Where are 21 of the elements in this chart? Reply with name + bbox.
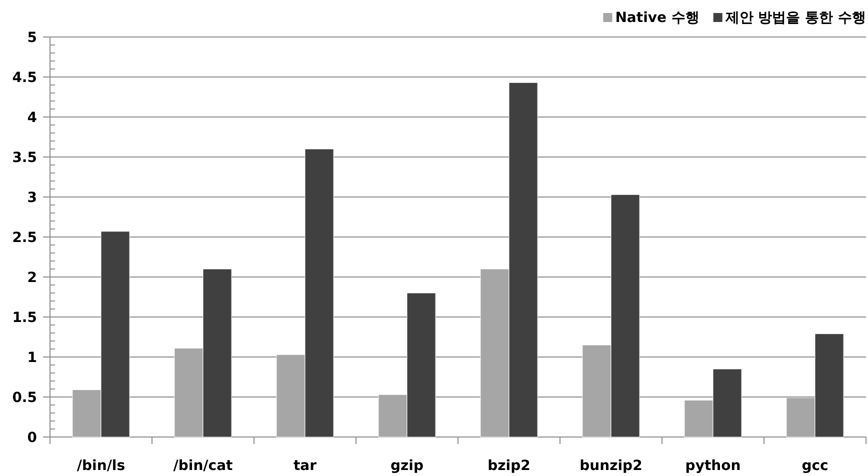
y-tick-label: 2.5: [12, 230, 37, 246]
y-tick-label: 5: [27, 30, 37, 46]
legend-label: Native 수행: [615, 10, 700, 26]
x-tick-label: /bin/cat: [173, 458, 234, 474]
y-tick-label: 4: [27, 110, 38, 126]
y-tick-label: 4.5: [12, 70, 37, 86]
x-tick-label: tar: [293, 458, 317, 474]
y-tick-label: 2: [27, 270, 37, 286]
x-tick-label: gcc: [802, 458, 828, 474]
y-tick-label: 0: [27, 430, 38, 446]
x-tick-label: /bin/ls: [76, 458, 126, 474]
y-tick-label: 3.5: [12, 150, 37, 166]
y-tick-label: 1: [27, 350, 37, 366]
y-tick-label: 0.5: [12, 390, 37, 406]
x-tick-label: gzip: [390, 458, 424, 474]
x-tick-label: bunzip2: [580, 458, 642, 474]
x-tick-label: python: [685, 458, 741, 474]
legend-label: 제안 방법을 통한 수행: [724, 10, 866, 26]
y-tick-label: 1.5: [12, 310, 37, 326]
y-tick-label: 3: [27, 190, 37, 206]
x-tick-label: bzip2: [488, 458, 530, 474]
